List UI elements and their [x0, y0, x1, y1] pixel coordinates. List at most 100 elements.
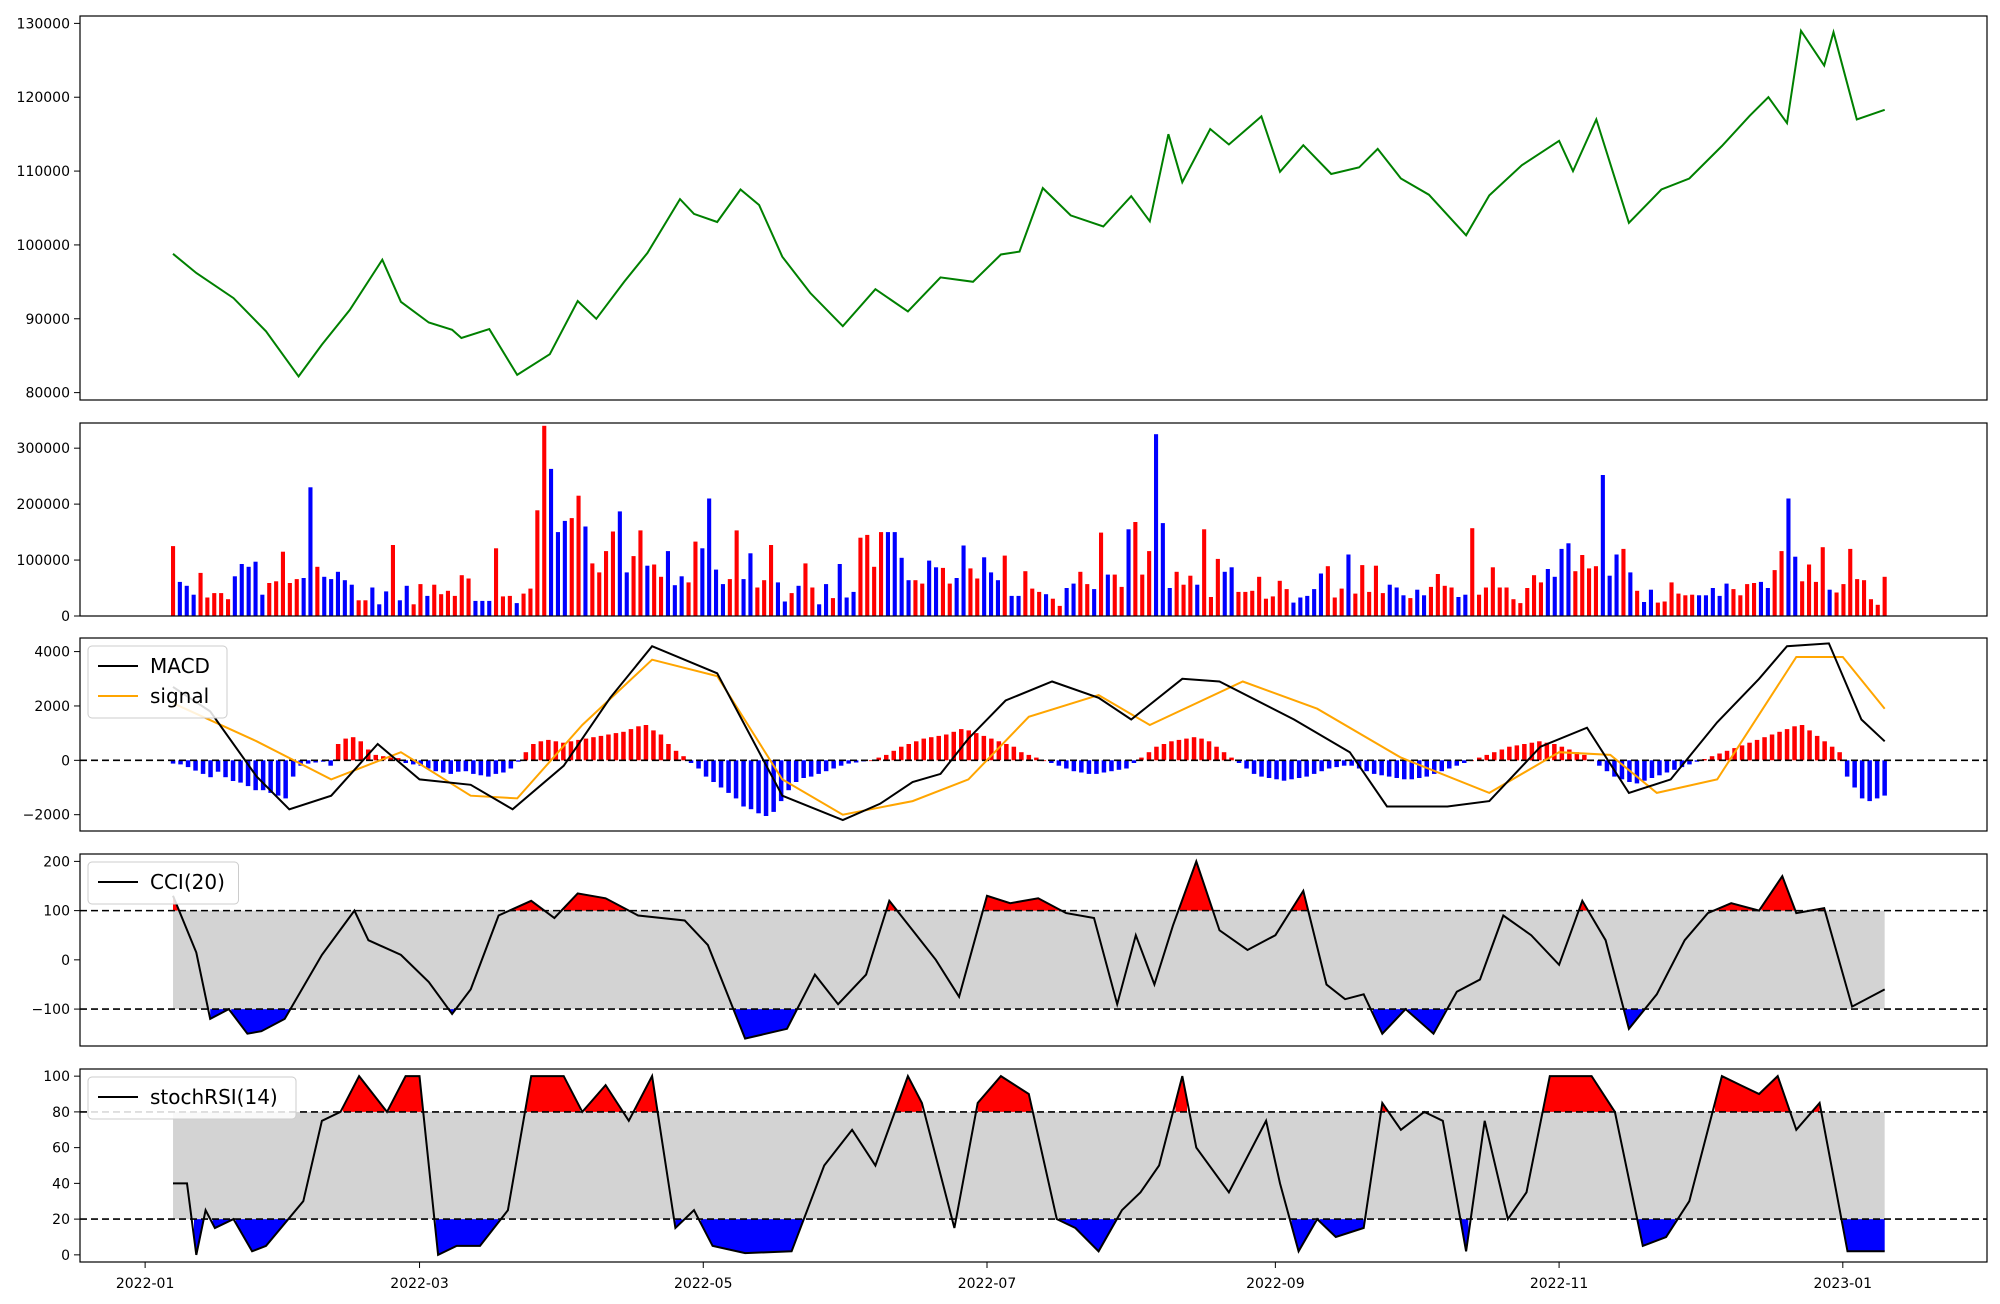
macd-histogram-bar [1747, 742, 1752, 761]
volume-bar [824, 584, 829, 616]
volume-bar [865, 534, 870, 616]
macd-histogram-bar [1071, 760, 1077, 772]
macd-histogram-bar [876, 757, 881, 761]
volume-bar [1257, 576, 1262, 616]
macd-histogram-bar [1649, 760, 1655, 778]
macd-histogram-bar [1109, 760, 1114, 772]
volume-bar [920, 583, 925, 616]
macd-histogram-bar [568, 741, 574, 761]
volume-bar [830, 598, 835, 616]
volume-bar [542, 425, 547, 616]
stochrsi-ytick-label: 20 [52, 1212, 70, 1228]
volume-bar [1745, 584, 1750, 616]
macd-histogram-bar [193, 760, 198, 771]
macd-histogram-bar [891, 750, 896, 761]
macd-histogram-bar [786, 760, 791, 791]
volume-bar [1387, 584, 1392, 616]
volume-bar [899, 557, 904, 616]
volume-bar [177, 581, 182, 616]
macd-histogram-bar [1777, 731, 1782, 761]
cci-line [172, 858, 1886, 1040]
macd-histogram-bar [681, 756, 686, 761]
macd-histogram-bar [1199, 738, 1204, 761]
volume-bar [1731, 589, 1736, 616]
volume-bar [232, 576, 237, 616]
macd-histogram-bar [1146, 752, 1152, 761]
volume-bar [1318, 573, 1323, 616]
x-tick-label: 2022-01 [116, 1276, 175, 1292]
volume-bar [1628, 572, 1633, 616]
volume-bar [1030, 588, 1035, 616]
macd-histogram-bar [1769, 734, 1775, 761]
volume-bar [851, 591, 856, 616]
macd-histogram-bar [1492, 752, 1497, 761]
volume-bar [1738, 595, 1743, 616]
volume-bar [1587, 568, 1592, 616]
volume-bar [342, 580, 347, 616]
macd-histogram-bar [1064, 760, 1069, 769]
macd-histogram-bar [763, 760, 769, 816]
stochrsi-ytick-label: 40 [52, 1176, 70, 1192]
volume-bar [624, 572, 629, 616]
macd-histogram-bar [778, 760, 784, 802]
macd-histogram-bar [733, 760, 739, 799]
volume-bar [1449, 587, 1454, 616]
stochrsi-overbought-fill [526, 1076, 580, 1112]
volume-bar [377, 604, 382, 616]
volume-bar [1470, 528, 1475, 616]
macd-histogram-bar [853, 760, 859, 763]
cci-ytick-label: 200 [43, 854, 70, 870]
volume-bar [727, 579, 732, 616]
cci-oversold-fill [1373, 1009, 1404, 1034]
price-ytick-label: 80000 [25, 386, 70, 402]
volume-bar [1841, 584, 1846, 616]
macd-histogram-bar [1086, 760, 1092, 774]
macd-histogram-bar [1191, 737, 1197, 761]
macd-histogram-bar [403, 760, 408, 763]
volume-bar [480, 600, 485, 616]
macd-histogram-bar [373, 754, 378, 761]
macd-histogram-bar [1221, 752, 1227, 761]
macd-histogram-bar [1439, 760, 1444, 772]
volume-bar [294, 579, 299, 616]
macd-histogram-bar [921, 738, 926, 761]
macd-histogram-bar [553, 741, 559, 761]
macd-histogram-bar [1717, 753, 1722, 761]
cci-oversold-fill [733, 1009, 797, 1039]
price-frame [79, 15, 1988, 401]
macd-histogram-bar [456, 760, 461, 772]
macd-histogram-bar [471, 760, 476, 774]
volume-bar [1862, 580, 1867, 616]
volume-bar [1518, 603, 1523, 616]
volume-frame [79, 422, 1988, 617]
volume-bar [219, 593, 224, 616]
macd-histogram-bar [1386, 760, 1392, 777]
macd-histogram-bar [1266, 760, 1272, 778]
macd-histogram-bar [621, 731, 626, 761]
volume-bar [1270, 596, 1275, 616]
volume-bar [734, 530, 739, 616]
macd-line [172, 642, 1886, 822]
macd-histogram-bar [846, 760, 851, 764]
macd-histogram-bar [328, 760, 333, 766]
macd-histogram-bar [741, 760, 746, 807]
volume-bar [1566, 543, 1571, 616]
volume-bar [1360, 565, 1365, 616]
volume-bar [1002, 555, 1007, 616]
macd-histogram-bar [350, 737, 356, 761]
stochrsi-overbought-fill [342, 1076, 385, 1112]
volume-bar [1855, 579, 1860, 616]
macd-histogram-bar [208, 760, 213, 778]
macd-histogram-bar [1544, 742, 1550, 761]
macd-histogram-bar [1484, 754, 1489, 761]
macd-legend-label: MACD [150, 654, 210, 678]
macd-histogram-bar [516, 760, 521, 762]
macd-histogram-bar [651, 730, 656, 761]
volume-bar [1463, 594, 1468, 616]
macd-histogram-bar [523, 752, 529, 761]
volume-bar [287, 583, 292, 616]
cci-ytick-label: 0 [61, 953, 70, 969]
volume-bar [315, 566, 320, 616]
volume-bar [1339, 588, 1344, 616]
macd-histogram-bar [1206, 741, 1212, 761]
